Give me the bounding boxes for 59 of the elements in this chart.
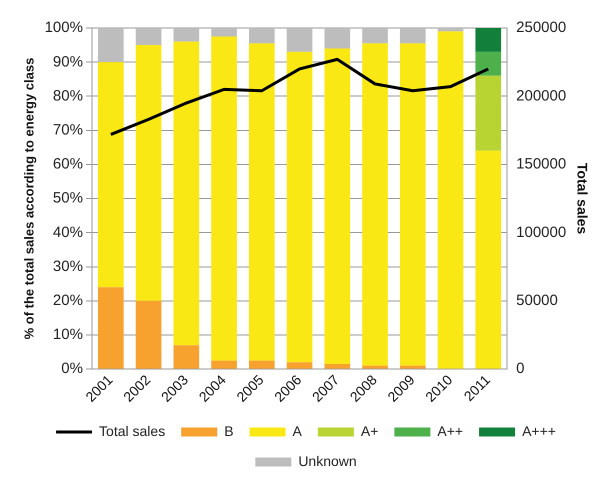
bar — [286, 28, 312, 52]
bar — [98, 62, 124, 288]
bar — [248, 360, 275, 369]
bar — [475, 150, 502, 369]
legend-label: Total sales — [99, 422, 166, 439]
y2-axis-title: Total sales — [574, 162, 591, 234]
bar — [211, 36, 237, 361]
bar — [475, 76, 502, 151]
bar — [286, 52, 312, 362]
y-tick-label: 40% — [52, 224, 83, 241]
y-tick-label: 70% — [52, 121, 83, 138]
bar — [362, 366, 388, 369]
y-tick-label: 60% — [52, 156, 83, 173]
y-tick-label: 90% — [52, 53, 83, 70]
legend-label: Unknown — [298, 452, 357, 469]
bar — [136, 45, 162, 301]
legend-label: A++ — [437, 422, 464, 439]
bar — [438, 28, 464, 32]
legend-label: A — [292, 422, 303, 439]
bar — [362, 43, 388, 366]
y-tick-label: 30% — [52, 258, 83, 275]
bar — [324, 28, 350, 48]
bar — [98, 28, 124, 62]
bar — [362, 28, 388, 44]
bar — [400, 366, 426, 369]
bar — [400, 43, 426, 366]
bar — [211, 28, 237, 37]
bar — [438, 31, 464, 369]
bar — [475, 52, 502, 76]
bar — [475, 28, 502, 52]
bar — [136, 300, 162, 369]
y-tick-label: 20% — [52, 292, 83, 310]
bar — [248, 43, 275, 361]
y2-tick-label: 50000 — [516, 292, 558, 310]
y-tick-label: 50% — [52, 190, 83, 207]
y-tick-label: 80% — [52, 87, 83, 104]
y2-tick-label: 0 — [516, 360, 524, 378]
bar — [324, 48, 350, 364]
y2-tick-label: 250000 — [516, 19, 566, 36]
y-axis-title: % of the total sales according to energy class — [21, 58, 36, 340]
bar — [98, 287, 124, 369]
legend-label: B — [224, 422, 234, 439]
bar — [173, 42, 200, 346]
bar — [400, 28, 426, 44]
bar — [173, 28, 200, 42]
legend-label: A+++ — [522, 422, 556, 439]
y-tick-label: 0% — [61, 360, 83, 378]
bar — [248, 28, 275, 44]
legend-label: A+ — [360, 422, 378, 439]
y2-tick-label: 100000 — [516, 224, 566, 241]
y-tick-label: 10% — [52, 326, 83, 344]
bar — [136, 28, 162, 46]
y2-tick-label: 200000 — [516, 87, 566, 104]
bar — [324, 364, 350, 369]
y-tick-label: 100% — [44, 19, 83, 36]
bar — [286, 362, 312, 369]
bar — [173, 345, 200, 369]
bar — [211, 360, 237, 369]
y2-tick-label: 150000 — [516, 156, 566, 173]
